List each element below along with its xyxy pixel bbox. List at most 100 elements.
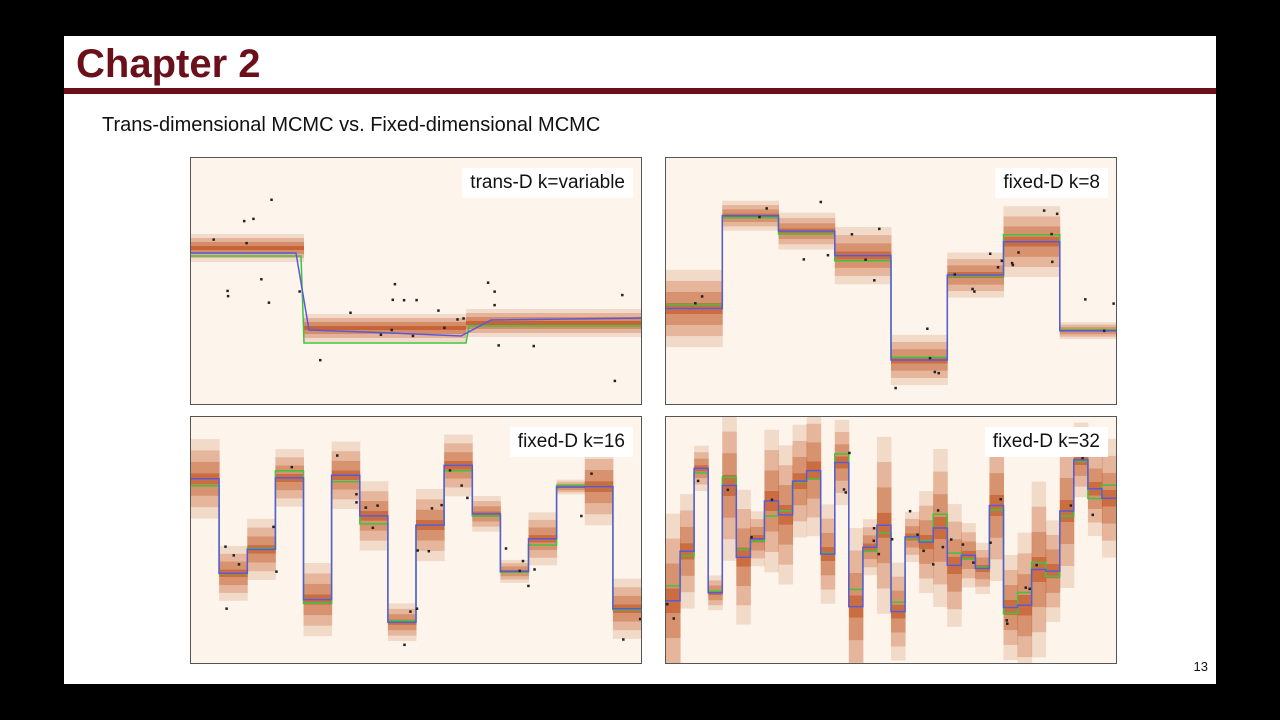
density-band — [1059, 544, 1075, 567]
data-point — [819, 200, 823, 204]
density-band — [947, 591, 962, 610]
density-band — [584, 503, 614, 515]
density-band — [444, 434, 473, 444]
density-band — [1031, 531, 1047, 557]
panel-label: trans-D k=variable — [462, 168, 633, 198]
density-band — [612, 630, 641, 639]
density-band — [303, 573, 333, 584]
data-point — [504, 547, 508, 550]
density-band — [708, 600, 723, 606]
data-point — [580, 514, 583, 518]
density-band — [444, 443, 473, 453]
data-point — [666, 602, 669, 606]
data-point — [933, 370, 937, 374]
density-band — [500, 576, 529, 580]
density-band — [331, 451, 361, 461]
density-band — [1059, 336, 1116, 340]
density-band — [876, 563, 892, 589]
density-band — [1045, 592, 1061, 608]
posterior-plot-trans-d — [191, 198, 641, 383]
density-band — [556, 492, 586, 495]
density-band — [191, 484, 220, 496]
data-point — [224, 545, 227, 548]
data-point — [908, 509, 912, 513]
density-band — [304, 338, 466, 342]
density-band — [722, 453, 737, 475]
data-point — [371, 526, 375, 530]
density-band — [1087, 522, 1103, 537]
density-column — [933, 449, 948, 607]
data-point — [497, 344, 500, 347]
density-column — [876, 436, 892, 614]
density-band — [466, 309, 641, 313]
density-band — [708, 585, 723, 591]
density-band — [891, 377, 948, 386]
density-band — [834, 480, 850, 493]
data-point — [318, 358, 322, 362]
data-point — [336, 454, 339, 457]
density-band — [275, 449, 304, 458]
density-band — [708, 580, 723, 586]
density-band — [219, 592, 248, 601]
density-band — [472, 501, 501, 507]
density-band — [947, 609, 962, 627]
data-point — [1010, 261, 1014, 265]
density-band — [848, 572, 864, 596]
density-band — [1031, 506, 1047, 532]
data-point — [415, 607, 419, 610]
density-band — [472, 516, 501, 522]
density-band — [1003, 256, 1061, 267]
panel-label: fixed-D k=16 — [509, 427, 633, 457]
density-band — [834, 259, 892, 268]
posterior-plot-k32 — [666, 417, 1116, 663]
data-point — [916, 533, 919, 536]
density-band — [862, 559, 878, 568]
density-band — [778, 544, 794, 565]
density-band — [680, 494, 695, 511]
density-band — [792, 521, 808, 538]
mean-model-line — [191, 252, 641, 337]
density-band — [1073, 475, 1089, 487]
density-band — [694, 484, 709, 492]
density-band — [820, 575, 836, 590]
density-band — [1003, 554, 1019, 570]
density-band — [975, 550, 990, 558]
panel-fixed-d-8: fixed-D k=8 — [665, 157, 1117, 405]
density-band — [778, 223, 836, 229]
density-band — [961, 541, 976, 551]
data-point — [1084, 298, 1087, 301]
density-band — [947, 258, 1004, 266]
density-band — [466, 325, 641, 329]
data-point — [355, 492, 358, 496]
density-band — [778, 485, 794, 505]
data-point — [486, 281, 490, 284]
density-band — [1003, 226, 1061, 237]
density-band — [1101, 455, 1116, 473]
density-band — [750, 526, 765, 535]
density-band — [736, 586, 751, 606]
density-band — [848, 640, 864, 663]
page-number: 13 — [1193, 659, 1208, 674]
slide: Chapter 2 Trans-dimensional MCMC vs. Fix… — [64, 36, 1216, 684]
density-band — [722, 539, 737, 561]
density-band — [584, 470, 614, 482]
data-point — [391, 298, 395, 302]
density-band — [905, 554, 920, 563]
density-band — [1059, 566, 1075, 589]
density-band — [919, 563, 934, 579]
density-band — [191, 258, 304, 262]
density-band — [219, 545, 248, 554]
title-rule — [64, 88, 1216, 94]
density-band — [1003, 206, 1061, 217]
data-point — [532, 344, 536, 348]
density-band — [444, 487, 473, 497]
density-band — [1003, 614, 1019, 631]
data-point — [443, 326, 446, 330]
data-point — [842, 488, 846, 491]
density-band — [191, 238, 304, 242]
density-band — [722, 417, 737, 432]
density-column — [848, 528, 864, 663]
data-point — [1081, 456, 1084, 460]
data-point — [1035, 563, 1038, 567]
data-point — [270, 198, 273, 202]
